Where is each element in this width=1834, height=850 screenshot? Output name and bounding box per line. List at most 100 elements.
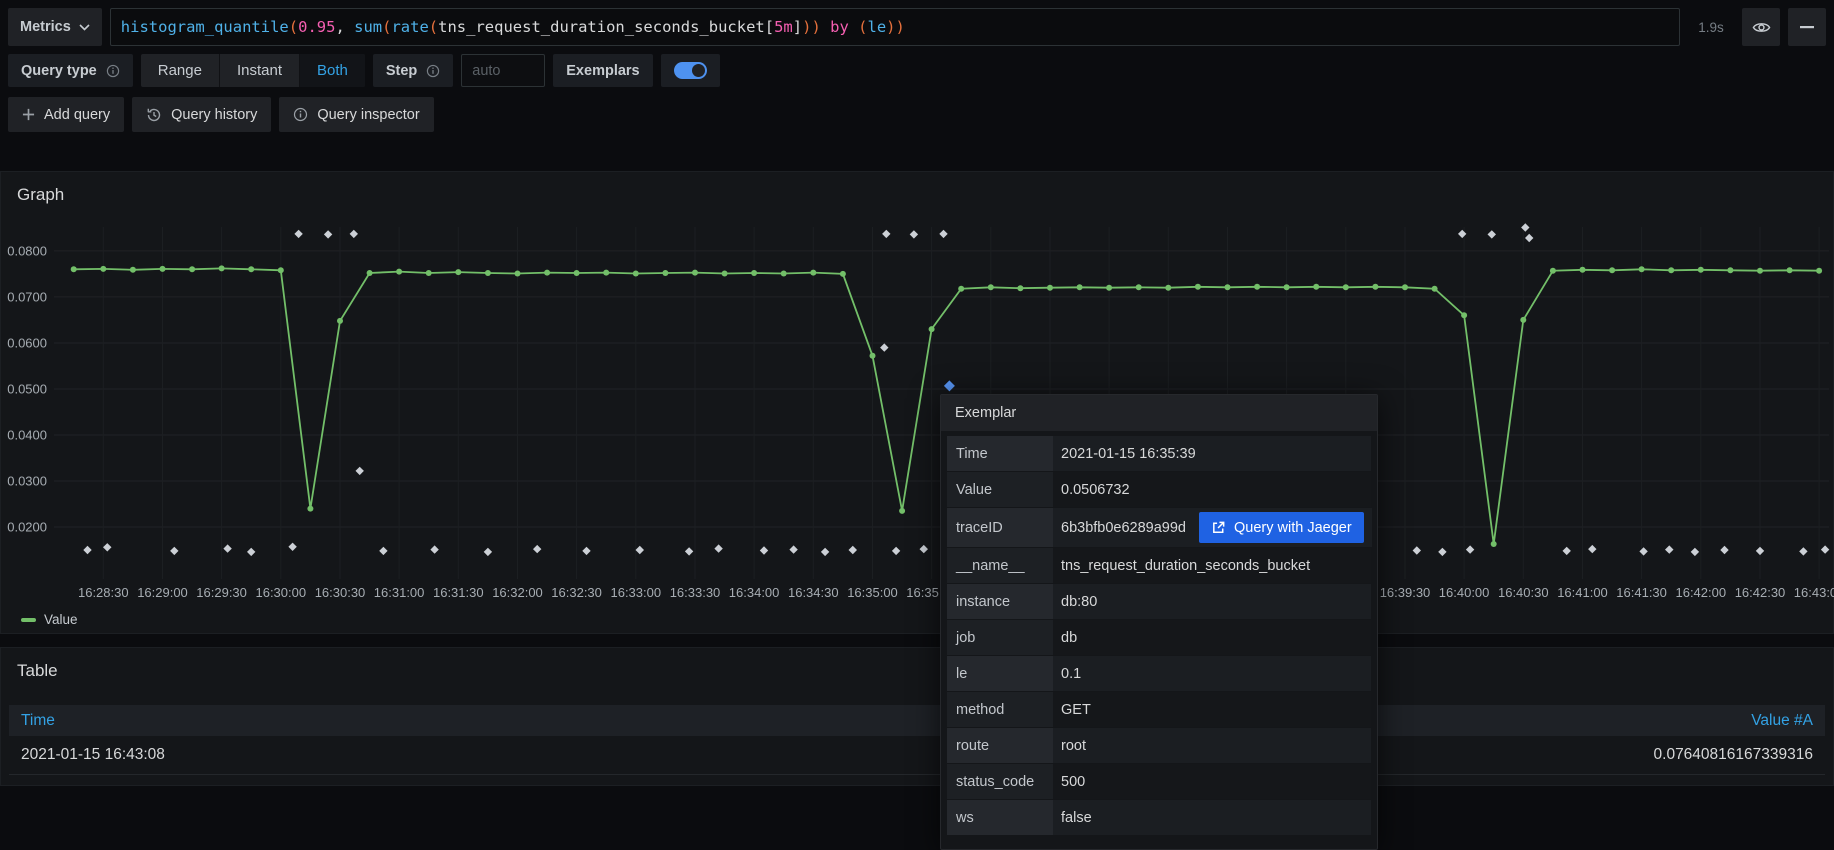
series-point[interactable]	[1490, 541, 1497, 547]
series-point[interactable]	[1609, 267, 1616, 274]
add-query-button[interactable]: Add query	[8, 97, 125, 132]
series-point[interactable]	[544, 269, 551, 276]
series-point[interactable]	[129, 266, 136, 273]
exemplar-marker[interactable]	[1588, 544, 1597, 554]
exemplar-marker[interactable]	[759, 546, 769, 555]
series-point[interactable]	[218, 265, 225, 272]
exemplar-marker[interactable]	[848, 545, 858, 555]
series-point[interactable]	[1786, 267, 1793, 274]
series-point[interactable]	[721, 270, 728, 277]
exemplar-marker[interactable]	[288, 542, 297, 551]
exemplar-marker[interactable]	[379, 546, 388, 556]
series-point[interactable]	[1254, 283, 1261, 290]
exemplar-marker[interactable]	[714, 544, 723, 553]
exemplar-marker[interactable]	[1487, 230, 1497, 239]
exemplar-marker[interactable]	[1458, 229, 1467, 239]
exemplar-marker[interactable]	[939, 229, 948, 239]
query-with-jaeger-button[interactable]: Query with Jaeger	[1199, 512, 1364, 543]
exemplar-marker[interactable]	[1525, 233, 1534, 243]
series-point[interactable]	[366, 270, 373, 276]
series-point[interactable]	[337, 317, 343, 324]
series-point[interactable]	[248, 266, 255, 273]
series-point[interactable]	[632, 270, 639, 277]
info-icon[interactable]	[106, 64, 120, 78]
exemplar-marker[interactable]	[247, 547, 256, 557]
series-point[interactable]	[839, 270, 846, 277]
datasource-picker[interactable]: Metrics	[8, 8, 102, 46]
exemplar-marker[interactable]	[880, 343, 889, 352]
series-point[interactable]	[987, 284, 994, 291]
query-history-button[interactable]: Query history	[132, 97, 272, 132]
exemplar-marker[interactable]	[919, 544, 929, 554]
exemplar-marker[interactable]	[430, 545, 439, 554]
series-point[interactable]	[1165, 284, 1172, 291]
exemplar-marker[interactable]	[533, 544, 542, 554]
series-point[interactable]	[958, 285, 965, 292]
series-point[interactable]	[1283, 284, 1290, 291]
exemplar-marker[interactable]	[1562, 546, 1571, 556]
exemplar-marker[interactable]	[1412, 546, 1421, 555]
series-point[interactable]	[159, 265, 166, 272]
series-point[interactable]	[1194, 283, 1201, 290]
series-point[interactable]	[307, 505, 314, 512]
series-point[interactable]	[869, 352, 876, 359]
series-point[interactable]	[1638, 266, 1645, 273]
query-input[interactable]: histogram_quantile(0.95, sum(rate(tns_re…	[109, 8, 1680, 46]
series-point[interactable]	[603, 269, 610, 276]
series-point[interactable]	[1342, 284, 1349, 291]
series-point[interactable]	[484, 270, 491, 276]
time-series-chart[interactable]: 0.0200 0.0300 0.0400 0.0500 0.0600 0.0700 0.08…	[1, 172, 1834, 635]
series-point[interactable]	[692, 269, 698, 276]
exemplar-marker[interactable]	[1665, 545, 1674, 554]
series-point[interactable]	[70, 266, 77, 273]
query-type-option-instant[interactable]: Instant	[218, 54, 299, 87]
info-icon[interactable]	[426, 64, 440, 78]
series-point[interactable]	[810, 269, 817, 276]
exemplar-marker[interactable]	[684, 547, 694, 556]
series-point[interactable]	[1224, 284, 1231, 291]
exemplar-marker[interactable]	[635, 545, 645, 555]
series-point[interactable]	[189, 266, 196, 273]
exemplar-marker[interactable]	[882, 229, 891, 239]
exemplar-marker[interactable]	[820, 547, 830, 557]
exemplar-marker[interactable]	[355, 466, 364, 476]
exemplar-marker[interactable]	[323, 230, 333, 239]
series-point[interactable]	[1520, 316, 1527, 323]
series-point[interactable]	[1579, 266, 1586, 273]
series-point[interactable]	[1313, 283, 1320, 290]
column-header-value-a[interactable]: Value #A	[1751, 711, 1813, 729]
series-point[interactable]	[751, 270, 758, 276]
series-point[interactable]	[514, 270, 521, 277]
exemplar-marker[interactable]	[1820, 545, 1830, 554]
exemplar-marker[interactable]	[891, 546, 901, 556]
exemplar-marker[interactable]	[1438, 547, 1447, 557]
series-point[interactable]	[425, 270, 432, 276]
step-input[interactable]	[461, 54, 546, 87]
show-query-button[interactable]	[1742, 8, 1780, 46]
series-point[interactable]	[455, 269, 462, 276]
exemplar-marker[interactable]	[1465, 545, 1475, 554]
series-point[interactable]	[780, 270, 787, 277]
column-header-time[interactable]: Time	[21, 711, 55, 729]
exemplar-marker[interactable]	[1720, 545, 1729, 555]
exemplar-marker[interactable]	[909, 230, 919, 239]
series-point[interactable]	[100, 265, 107, 272]
exemplar-marker[interactable]	[103, 543, 112, 552]
series-point[interactable]	[1076, 284, 1083, 291]
series-point[interactable]	[277, 267, 284, 274]
series-point[interactable]	[1402, 284, 1408, 291]
selected-exemplar-marker[interactable]	[943, 380, 955, 392]
exemplar-marker[interactable]	[1521, 223, 1530, 232]
exemplars-toggle[interactable]	[673, 62, 707, 79]
series-point[interactable]	[1135, 284, 1142, 291]
exemplar-marker[interactable]	[1799, 547, 1808, 556]
exemplar-marker[interactable]	[294, 229, 303, 239]
query-type-option-both[interactable]: Both	[298, 54, 365, 87]
series-point[interactable]	[1549, 267, 1556, 274]
collapse-query-row-button[interactable]	[1788, 8, 1826, 46]
exemplar-marker[interactable]	[83, 545, 92, 555]
exemplar-marker[interactable]	[483, 547, 493, 557]
legend-label[interactable]: Value	[44, 612, 78, 627]
query-inspector-button[interactable]: Query inspector	[279, 97, 434, 132]
series-point[interactable]	[1431, 285, 1438, 292]
